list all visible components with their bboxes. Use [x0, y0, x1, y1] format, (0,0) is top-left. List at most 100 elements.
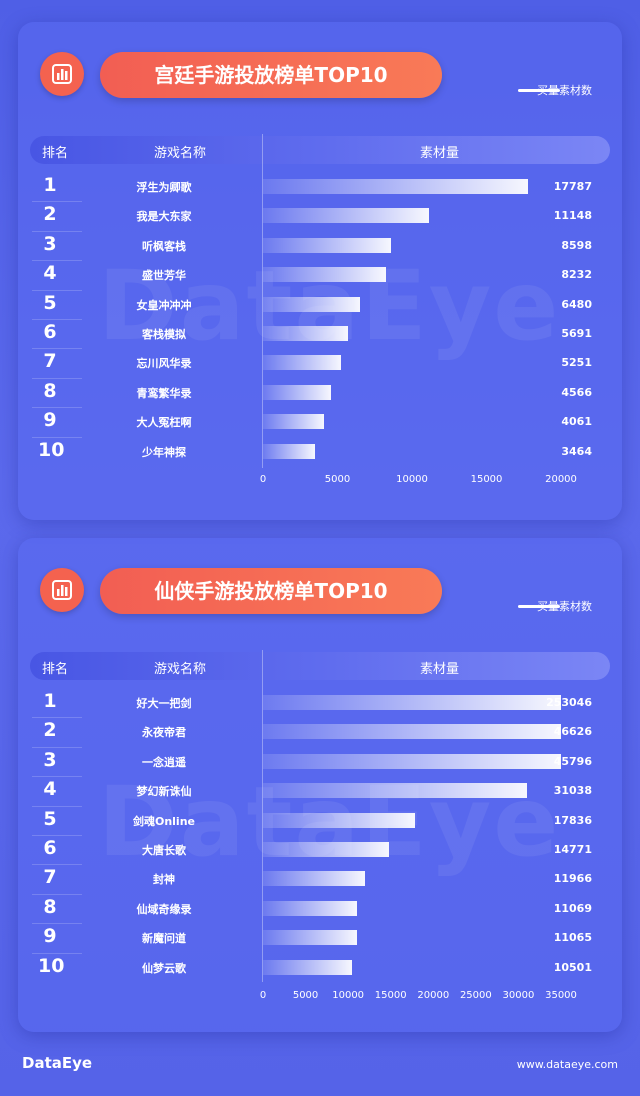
x-tick-label: 15000: [374, 990, 407, 1001]
bar-row: 7 忘川风华录 5251: [18, 348, 622, 377]
category-label: 盛世芳华: [142, 269, 186, 283]
rank-label: 5: [43, 291, 57, 314]
x-tick-label: 20000: [417, 990, 450, 1001]
bar: [263, 842, 389, 857]
data-label: 11069: [553, 901, 592, 915]
rank-label: 3: [43, 232, 57, 255]
data-label: 6480: [561, 297, 592, 311]
x-tick-label: 5000: [292, 990, 319, 1001]
category-label: 封神: [153, 873, 175, 887]
category-label: 好大一把剑: [136, 697, 192, 710]
category-label: 仙域奇缘录: [136, 902, 192, 916]
rank-label: 7: [43, 350, 57, 373]
category-label: 大唐长歌: [142, 844, 186, 857]
bar: [263, 208, 430, 224]
bar-row: 6 客栈模拟 5691: [18, 319, 622, 348]
x-tick-label: 10000: [396, 474, 428, 485]
data-label: 11966: [553, 872, 592, 886]
bar: [263, 900, 358, 916]
bar: [263, 959, 353, 975]
header-rank: 排名: [42, 662, 69, 677]
category-label: 青鸾繁华录: [136, 386, 192, 400]
legend-swatch: [518, 605, 560, 608]
rank-label: 9: [43, 925, 57, 948]
bar: [263, 414, 324, 430]
bar: [263, 326, 348, 341]
row-divider: [32, 952, 82, 954]
rank-label: 1: [43, 174, 57, 196]
rank-label: 8: [43, 379, 57, 402]
data-label: 11065: [553, 931, 592, 945]
legend-label: 买量素材数: [537, 600, 592, 613]
bar-row: 5 剑魂Online 17836: [18, 805, 622, 835]
rank-label: 7: [43, 866, 57, 889]
bar: [263, 812, 415, 828]
rank-label: 3: [43, 748, 57, 771]
bar-row: 2 永夜帝君 46626: [18, 717, 622, 746]
table-header: 排名 游戏名称 素材量: [30, 652, 610, 680]
data-label: 17787: [553, 180, 592, 193]
row-divider: [32, 260, 82, 262]
legend-label: 买量素材数: [537, 84, 592, 97]
category-label: 忘川风华录: [136, 357, 192, 371]
data-label: 45796: [553, 754, 592, 768]
bar-row: 1 好大一把剑 253046: [18, 688, 622, 717]
bar: [263, 871, 365, 887]
bar-row: 8 仙域奇缘录 11069: [18, 893, 622, 923]
row-divider: [32, 230, 82, 232]
bar-row: 4 盛世芳华 8232: [18, 260, 622, 289]
category-label: 我是大东家: [136, 210, 192, 224]
header-rank: 排名: [42, 146, 69, 161]
bar-row: 8 青鸾繁华录 4566: [18, 377, 622, 407]
x-tick-label: 25000: [459, 990, 492, 1001]
data-label: 3464: [561, 444, 592, 458]
data-label: 4061: [561, 415, 592, 429]
axis-line: [262, 134, 263, 468]
row-divider: [32, 377, 82, 379]
category-label: 听枫客栈: [142, 239, 186, 253]
bar-row: 3 听枫客栈 8598: [18, 230, 622, 260]
row-divider: [32, 864, 82, 866]
rank-label: 10: [38, 954, 65, 977]
category-label: 客栈模拟: [142, 328, 186, 341]
row-divider: [32, 835, 82, 836]
bar-row: 10 少年神探 3464: [18, 436, 622, 466]
row-divider: [32, 805, 82, 807]
category-label: 一念逍遥: [142, 755, 186, 769]
category-label: 永夜帝君: [142, 726, 186, 740]
row-divider: [32, 717, 82, 719]
xianxia-games-panel: DataEye 仙侠手游投放榜单TOP10 买量素材数 排名 游戏名称 素材量 …: [18, 538, 622, 1032]
rank-label: 6: [43, 321, 57, 343]
category-label: 女皇冲冲冲: [136, 298, 192, 312]
category-label: 大人冤枉啊: [136, 416, 192, 430]
footer-brand: DataEye: [22, 1054, 93, 1072]
row-divider: [32, 201, 82, 203]
bar-row: 4 梦幻新诛仙 31038: [18, 776, 622, 805]
x-tick-label: 15000: [470, 474, 503, 485]
axis-line: [262, 650, 263, 982]
bar-chart-icon: [40, 568, 84, 612]
category-label: 浮生为卿歌: [136, 181, 192, 194]
rank-label: 5: [43, 807, 57, 830]
x-tick-label: 10000: [332, 990, 365, 1001]
rank-label: 10: [38, 438, 65, 461]
data-label: 17836: [553, 813, 592, 827]
chart-title: 宫廷手游投放榜单TOP10: [100, 52, 442, 98]
data-label: 11148: [553, 209, 592, 223]
row-divider: [32, 776, 82, 778]
row-divider: [32, 319, 82, 320]
rank-label: 8: [43, 895, 57, 918]
bar-row: 9 大人冤枉啊 4061: [18, 407, 622, 436]
bar: [263, 296, 360, 312]
rank-label: 2: [43, 203, 57, 226]
data-label: 10501: [553, 960, 592, 974]
bar-row: 1 浮生为卿歌 17787: [18, 172, 622, 201]
bar: [263, 443, 315, 459]
bar-row: 3 一念逍遥 45796: [18, 746, 622, 776]
footer-url: www.dataeye.com: [516, 1058, 618, 1071]
data-label: 4566: [561, 385, 592, 399]
bar-row: 10 仙梦云歌 10501: [18, 952, 622, 982]
rank-label: 2: [43, 719, 57, 742]
data-label: 253046: [546, 696, 592, 709]
category-label: 少年神探: [142, 445, 186, 459]
